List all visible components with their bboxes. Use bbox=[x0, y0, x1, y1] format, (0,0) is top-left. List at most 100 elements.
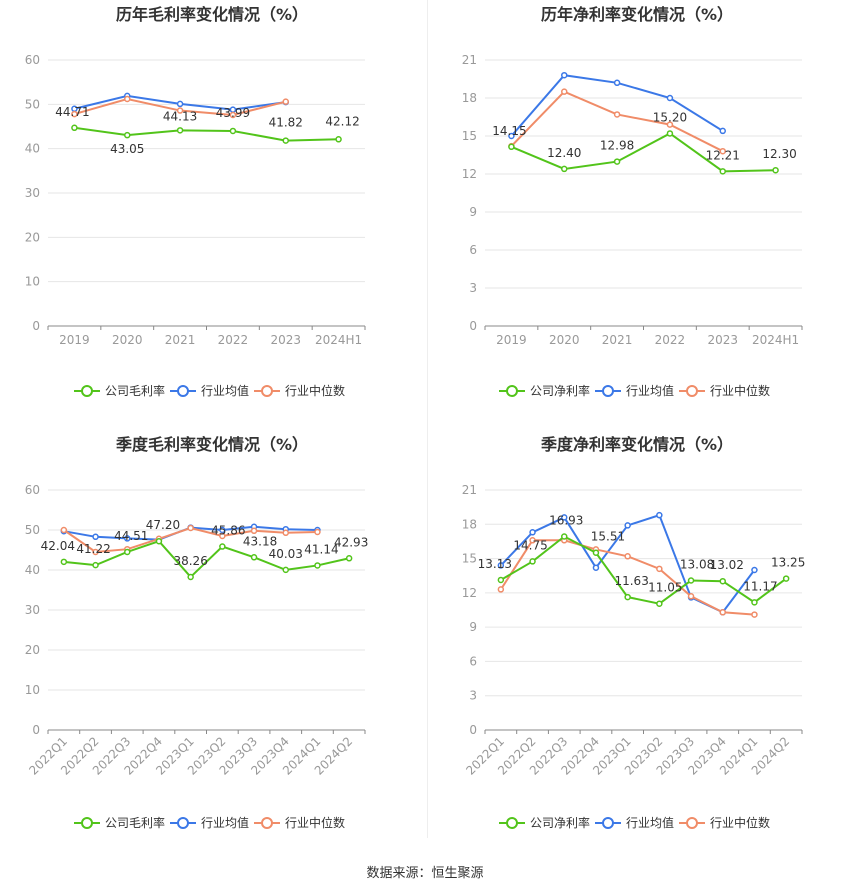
data-point-company bbox=[71, 124, 78, 132]
data-point-industry-avg bbox=[719, 127, 726, 135]
legend-item-company: 公司净利率 bbox=[499, 815, 590, 830]
data-point-company bbox=[92, 561, 99, 569]
data-label: 11.05 bbox=[648, 581, 682, 595]
data-point-industry-median bbox=[719, 609, 726, 616]
x-tick-label: 2019 bbox=[496, 333, 527, 347]
chart-quarterly-net: 季度净利率变化情况（%）0369121518212022Q12022Q22022… bbox=[462, 435, 806, 830]
y-tick-label: 9 bbox=[469, 620, 477, 634]
y-tick-label: 15 bbox=[462, 552, 477, 566]
data-label: 40.03 bbox=[269, 547, 303, 561]
y-tick-label: 0 bbox=[32, 723, 40, 737]
legend-item-industry-median: 行业中位数 bbox=[679, 815, 770, 830]
data-point-industry-median bbox=[687, 593, 695, 600]
data-point-industry-median bbox=[529, 537, 536, 544]
legend-swatch-marker bbox=[261, 817, 273, 829]
data-point-company bbox=[719, 577, 726, 585]
series-line-company bbox=[511, 132, 776, 173]
chart-panel-annual-gross: 历年毛利率变化情况（%） 0 10 20 30 40 50 60 2019 2020 2021 202… bbox=[0, 0, 425, 420]
y-tick-label: 50 bbox=[25, 97, 40, 111]
data-point-industry-median bbox=[229, 111, 237, 119]
data-point-company bbox=[656, 600, 663, 607]
data-label: 12.30 bbox=[762, 147, 796, 161]
data-point-company bbox=[219, 543, 226, 550]
x-tick-label: 2022 bbox=[218, 333, 249, 347]
data-point-company bbox=[561, 165, 568, 173]
data-point-industry-median bbox=[71, 110, 78, 118]
series-line-company bbox=[74, 126, 339, 142]
data-label: 43.05 bbox=[110, 142, 144, 156]
y-tick-label: 20 bbox=[25, 643, 40, 657]
y-tick-label: 15 bbox=[462, 129, 477, 143]
data-label: 14.75 bbox=[513, 538, 547, 552]
legend-swatch-marker bbox=[602, 385, 614, 397]
data-point-industry-median bbox=[282, 98, 289, 105]
data-point-company bbox=[124, 131, 131, 139]
data-label: 13.13 bbox=[478, 557, 512, 571]
x-tick-label: 2024H1 bbox=[315, 333, 362, 347]
legend-label: 行业均值 bbox=[626, 383, 674, 398]
y-tick-label: 0 bbox=[469, 723, 477, 737]
x-tick-label: 2019 bbox=[59, 333, 90, 347]
data-label: 43.99 bbox=[216, 106, 250, 120]
data-point-company bbox=[751, 599, 758, 606]
data-point-company bbox=[529, 558, 536, 565]
legend-label: 行业中位数 bbox=[285, 383, 345, 398]
data-point-industry-avg bbox=[219, 526, 226, 534]
data-label: 44.71 bbox=[55, 105, 89, 119]
legend-label: 公司毛利率 bbox=[105, 815, 165, 830]
data-label: 14.15 bbox=[492, 124, 526, 138]
legend-item-industry-median: 行业中位数 bbox=[254, 383, 345, 398]
data-point-company bbox=[782, 575, 790, 582]
data-label: 11.17 bbox=[743, 579, 777, 593]
chart-title: 季度净利率变化情况（%） bbox=[540, 435, 733, 454]
legend-label: 行业均值 bbox=[201, 815, 249, 830]
data-point-industry-median bbox=[60, 526, 68, 534]
legend-label: 行业均值 bbox=[201, 383, 249, 398]
x-tick-label: 2023 bbox=[707, 333, 738, 347]
legend-swatch-marker bbox=[506, 385, 518, 397]
data-label: 11.63 bbox=[614, 574, 648, 588]
data-point-industry-median bbox=[282, 529, 289, 537]
data-point-company bbox=[282, 137, 289, 144]
data-label: 47.20 bbox=[146, 518, 180, 532]
y-tick-label: 10 bbox=[25, 275, 40, 289]
y-tick-label: 0 bbox=[469, 319, 477, 333]
y-tick-label: 60 bbox=[25, 483, 40, 497]
data-point-company bbox=[155, 537, 163, 545]
series-line-company bbox=[500, 535, 787, 605]
data-label: 42.12 bbox=[325, 114, 359, 128]
data-point-industry-avg bbox=[613, 79, 621, 87]
data-source-footer: 数据来源：恒生聚源 bbox=[366, 866, 484, 881]
data-point-company bbox=[613, 158, 621, 165]
legend-label: 行业中位数 bbox=[710, 383, 770, 398]
legend-item-company: 公司毛利率 bbox=[74, 815, 165, 830]
data-point-industry-median bbox=[124, 95, 131, 103]
y-tick-label: 12 bbox=[462, 586, 477, 600]
data-point-industry-median bbox=[187, 524, 194, 532]
data-label: 12.98 bbox=[600, 139, 634, 153]
data-point-company bbox=[60, 558, 68, 566]
chart-annual-net: 历年净利率变化情况（%） 0 3 6 9 12 15 18 21 2019 2020 2021 2022… bbox=[462, 5, 803, 398]
chart-title: 历年净利率变化情况（%） bbox=[541, 5, 733, 24]
data-label: 41.22 bbox=[76, 542, 110, 556]
data-point-company bbox=[508, 143, 515, 151]
y-tick-label: 21 bbox=[462, 53, 477, 67]
data-point-industry-median bbox=[219, 532, 226, 540]
legend-swatch-marker bbox=[506, 817, 518, 829]
x-tick-label: 2023 bbox=[270, 333, 301, 347]
y-tick-label: 21 bbox=[462, 483, 477, 497]
data-label: 43.18 bbox=[243, 534, 277, 548]
x-tick-label: 2020 bbox=[112, 333, 143, 347]
legend-item-industry-avg: 行业均值 bbox=[170, 383, 249, 398]
data-point-industry-avg bbox=[92, 533, 99, 541]
data-label: 45.86 bbox=[211, 524, 245, 538]
legend-swatch-marker bbox=[81, 817, 93, 829]
data-point-industry-avg bbox=[656, 511, 663, 519]
chart-panel-quarterly-net: 季度净利率变化情况（%） 0 3 6 9 12 15 18 21 2022Q1 2022Q2 2022… bbox=[425, 430, 850, 850]
data-point-company bbox=[314, 562, 321, 569]
data-point-company bbox=[282, 566, 289, 574]
legend-label: 公司毛利率 bbox=[105, 383, 165, 398]
data-point-industry-median bbox=[314, 528, 321, 536]
data-point-company bbox=[345, 555, 353, 562]
y-tick-label: 10 bbox=[25, 683, 40, 697]
